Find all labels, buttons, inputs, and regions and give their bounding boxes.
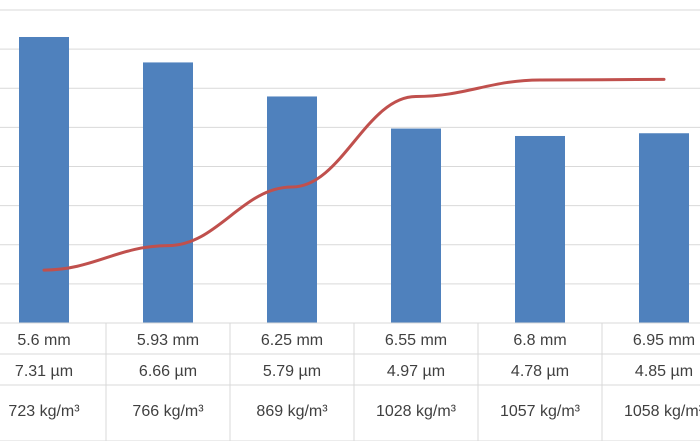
tick-label: 869 kg/m³ — [256, 403, 328, 420]
tick-label: 6.55 mm — [385, 332, 447, 349]
line-path — [42, 77, 666, 272]
tick-label: 5.79 µm — [263, 363, 321, 380]
bar — [19, 36, 69, 324]
tick-label: 5.6 mm — [17, 332, 70, 349]
tick-label: 7.31 µm — [15, 363, 73, 380]
tick-label: 1057 kg/m³ — [500, 403, 581, 420]
tick-label: 766 kg/m³ — [132, 403, 204, 420]
category-table — [0, 322, 700, 441]
bar — [143, 62, 193, 324]
gridlines — [0, 9, 700, 324]
tick-label: 6.95 mm — [633, 332, 695, 349]
bar — [267, 96, 317, 323]
bar — [515, 135, 565, 323]
tick-label: 723 kg/m³ — [8, 403, 80, 420]
tick-label: 1058 kg/m³ — [624, 403, 700, 420]
tick-label: 4.97 µm — [387, 363, 445, 380]
category-labels: 5.6 mm 7.31 µm 723 kg/m³ 5.93 mm 6.66 µm 766 … — [8, 332, 700, 420]
bar-series — [19, 36, 689, 324]
tick-label: 6.66 µm — [139, 363, 197, 380]
bar — [391, 128, 441, 323]
tick-label: 4.85 µm — [635, 363, 693, 380]
tick-label: 5.93 mm — [137, 332, 199, 349]
bar — [639, 133, 689, 323]
tick-label: 1028 kg/m³ — [376, 403, 457, 420]
tick-label: 6.8 mm — [513, 332, 566, 349]
line-series — [42, 77, 666, 272]
tick-label: 4.78 µm — [511, 363, 569, 380]
tick-label: 6.25 mm — [261, 332, 323, 349]
